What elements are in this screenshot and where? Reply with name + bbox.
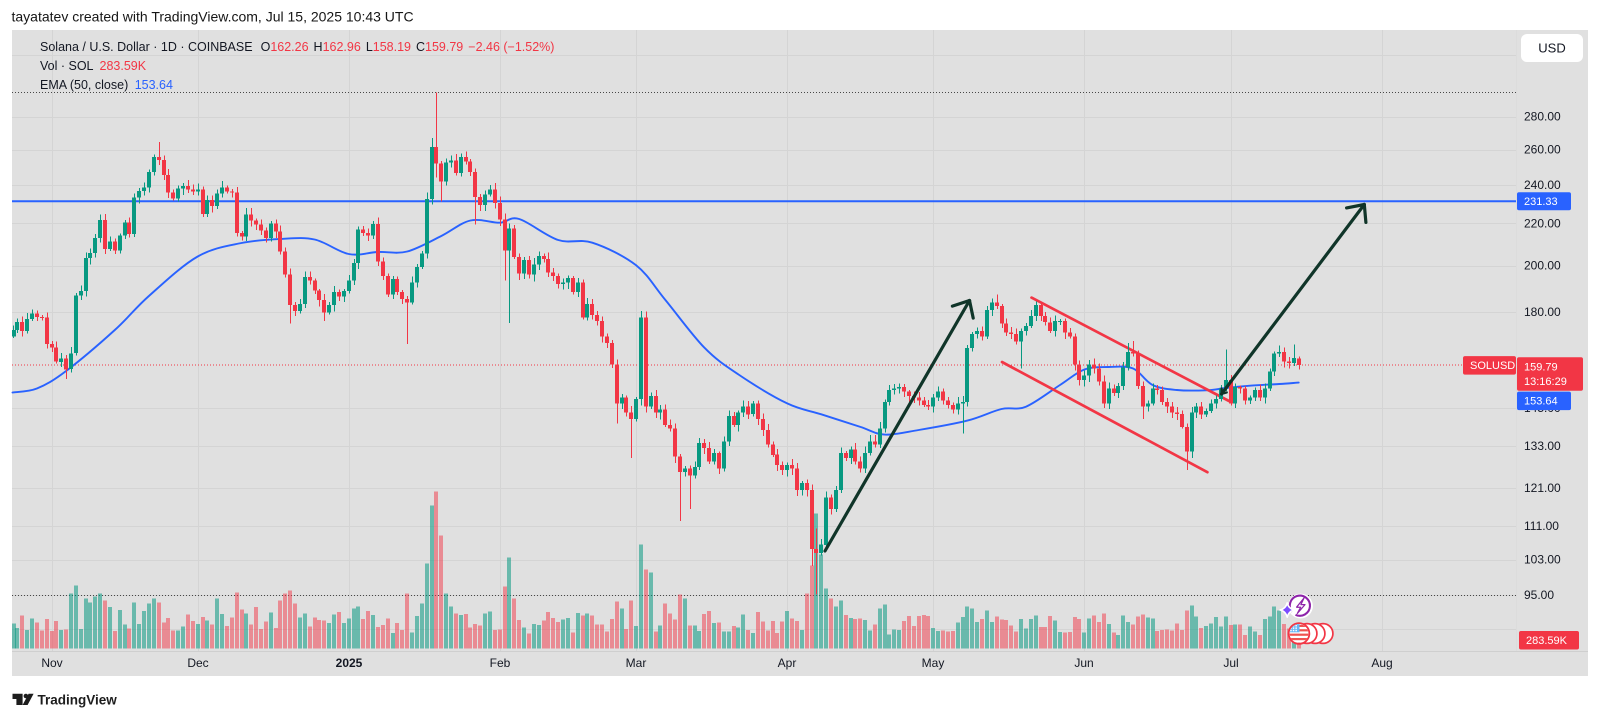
svg-text:Jul: Jul — [1223, 656, 1238, 670]
svg-text:283.59K: 283.59K — [1526, 635, 1568, 647]
svg-text:133.00: 133.00 — [1524, 439, 1561, 453]
svg-text:Mar: Mar — [626, 656, 647, 670]
svg-text:103.00: 103.00 — [1524, 552, 1561, 566]
svg-text:EMA (50, close) 153.64: EMA (50, close) 153.64 — [40, 78, 173, 92]
svg-text:Solana / U.S. Dollar · 1D · CO: Solana / U.S. Dollar · 1D · COINBASE O162… — [40, 40, 554, 54]
svg-text:2025: 2025 — [336, 656, 363, 670]
svg-text:280.00: 280.00 — [1524, 110, 1561, 124]
svg-text:95.00: 95.00 — [1524, 588, 1554, 602]
svg-text:Aug: Aug — [1371, 656, 1392, 670]
svg-text:USD: USD — [1538, 41, 1565, 56]
svg-text:Apr: Apr — [778, 656, 797, 670]
svg-text:Dec: Dec — [187, 656, 208, 670]
svg-text:Feb: Feb — [490, 656, 511, 670]
svg-text:13:16:29: 13:16:29 — [1524, 376, 1567, 388]
svg-text:TradingView: TradingView — [38, 693, 118, 708]
svg-text:Nov: Nov — [41, 656, 62, 670]
svg-text:220.00: 220.00 — [1524, 216, 1561, 230]
svg-text:SOLUSD: SOLUSD — [1470, 360, 1515, 372]
svg-text:tayatatev created with Trading: tayatatev created with TradingView.com, … — [12, 9, 414, 25]
svg-text:200.00: 200.00 — [1524, 259, 1561, 273]
svg-text:231.33: 231.33 — [1524, 196, 1558, 208]
svg-text:May: May — [922, 656, 945, 670]
svg-text:111.00: 111.00 — [1524, 519, 1559, 533]
svg-text:159.79: 159.79 — [1524, 362, 1558, 374]
svg-text:Vol · SOL 283.59K: Vol · SOL 283.59K — [40, 59, 147, 73]
svg-text:180.00: 180.00 — [1524, 305, 1561, 319]
svg-text:121.00: 121.00 — [1524, 481, 1561, 495]
svg-text:153.64: 153.64 — [1524, 396, 1558, 408]
svg-text:260.00: 260.00 — [1524, 142, 1561, 156]
svg-text:240.00: 240.00 — [1524, 178, 1561, 192]
svg-text:Jun: Jun — [1074, 656, 1093, 670]
